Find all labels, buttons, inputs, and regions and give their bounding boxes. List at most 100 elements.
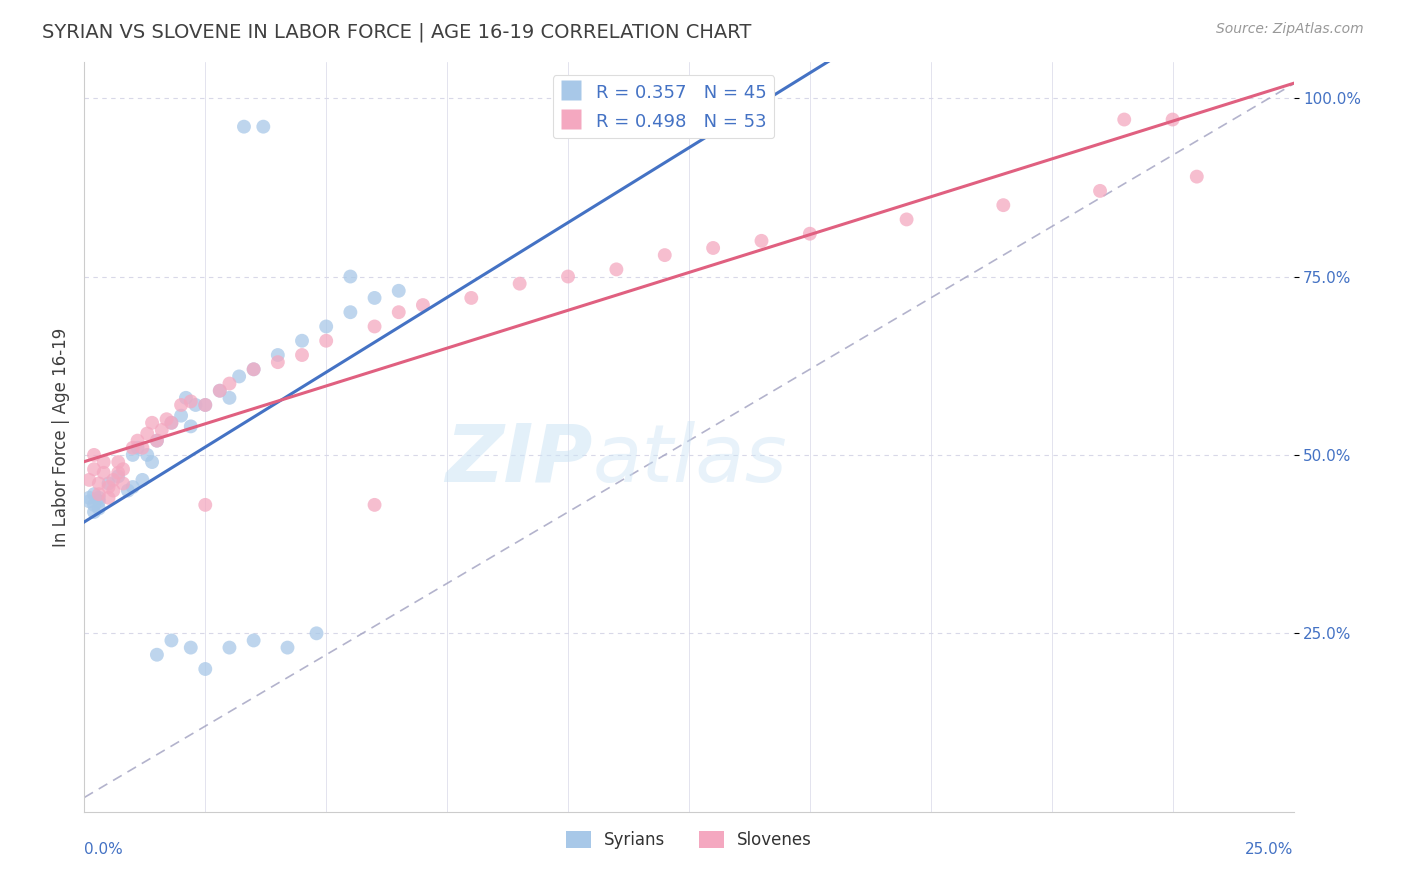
Point <box>160 633 183 648</box>
Point <box>136 426 159 441</box>
Point <box>93 466 115 480</box>
Point <box>509 277 531 291</box>
Point <box>194 498 217 512</box>
Text: ZIP: ZIP <box>444 420 592 499</box>
Point <box>107 455 129 469</box>
Point <box>1114 112 1136 127</box>
Point <box>702 241 724 255</box>
Point <box>121 441 143 455</box>
Point <box>242 633 264 648</box>
Point <box>388 284 411 298</box>
Point <box>150 423 173 437</box>
Point <box>146 434 169 448</box>
Point <box>276 640 298 655</box>
Point <box>194 662 217 676</box>
Point <box>77 494 100 508</box>
Point <box>252 120 274 134</box>
Point <box>83 505 105 519</box>
Point <box>127 441 149 455</box>
Point <box>363 498 385 512</box>
Point <box>751 234 773 248</box>
Point <box>160 416 183 430</box>
Point <box>83 487 105 501</box>
Point <box>242 362 264 376</box>
Point <box>799 227 821 241</box>
Point <box>180 419 202 434</box>
Point <box>1088 184 1111 198</box>
Point <box>77 491 100 505</box>
Point <box>93 455 115 469</box>
Point <box>291 334 314 348</box>
Point <box>339 305 361 319</box>
Point <box>112 476 135 491</box>
Point <box>87 501 110 516</box>
Point <box>141 455 163 469</box>
Text: 0.0%: 0.0% <box>84 842 124 856</box>
Point <box>174 391 197 405</box>
Point <box>218 640 240 655</box>
Point <box>305 626 328 640</box>
Text: atlas: atlas <box>592 420 787 499</box>
Point <box>208 384 231 398</box>
Point <box>180 640 202 655</box>
Point <box>87 487 110 501</box>
Point <box>460 291 482 305</box>
Point <box>363 319 385 334</box>
Point <box>170 409 193 423</box>
Point <box>993 198 1015 212</box>
Point <box>233 120 256 134</box>
Point <box>83 462 105 476</box>
Point <box>112 462 135 476</box>
Point <box>1185 169 1208 184</box>
Point <box>83 498 105 512</box>
Point <box>291 348 314 362</box>
Point <box>77 473 100 487</box>
Point <box>412 298 434 312</box>
Point <box>121 448 143 462</box>
Point <box>121 480 143 494</box>
Point <box>131 473 153 487</box>
Point <box>315 334 337 348</box>
Text: 25.0%: 25.0% <box>1246 842 1294 856</box>
Point <box>97 491 120 505</box>
Point <box>87 494 110 508</box>
Point <box>194 398 217 412</box>
Point <box>218 391 240 405</box>
Point <box>218 376 240 391</box>
Point <box>388 305 411 319</box>
Point <box>315 319 337 334</box>
Point <box>267 355 290 369</box>
Point <box>184 398 207 412</box>
Point <box>208 384 231 398</box>
Text: Source: ZipAtlas.com: Source: ZipAtlas.com <box>1216 22 1364 37</box>
Point <box>155 412 177 426</box>
Point <box>160 416 183 430</box>
Point <box>103 473 125 487</box>
Point <box>97 476 120 491</box>
Point <box>97 480 120 494</box>
Point <box>170 398 193 412</box>
Point <box>194 398 217 412</box>
Point <box>87 476 110 491</box>
Text: SYRIAN VS SLOVENE IN LABOR FORCE | AGE 16-19 CORRELATION CHART: SYRIAN VS SLOVENE IN LABOR FORCE | AGE 1… <box>42 22 752 42</box>
Point <box>107 469 129 483</box>
Point <box>103 483 125 498</box>
Point <box>87 491 110 505</box>
Point <box>107 466 129 480</box>
Point <box>136 448 159 462</box>
Point <box>146 648 169 662</box>
Point <box>267 348 290 362</box>
Point <box>180 394 202 409</box>
Point <box>557 269 579 284</box>
Point <box>146 434 169 448</box>
Point <box>339 269 361 284</box>
Point <box>896 212 918 227</box>
Point <box>654 248 676 262</box>
Point <box>131 441 153 455</box>
Point <box>605 262 627 277</box>
Point <box>363 291 385 305</box>
Point <box>83 448 105 462</box>
Point <box>117 483 139 498</box>
Point <box>242 362 264 376</box>
Point <box>127 434 149 448</box>
